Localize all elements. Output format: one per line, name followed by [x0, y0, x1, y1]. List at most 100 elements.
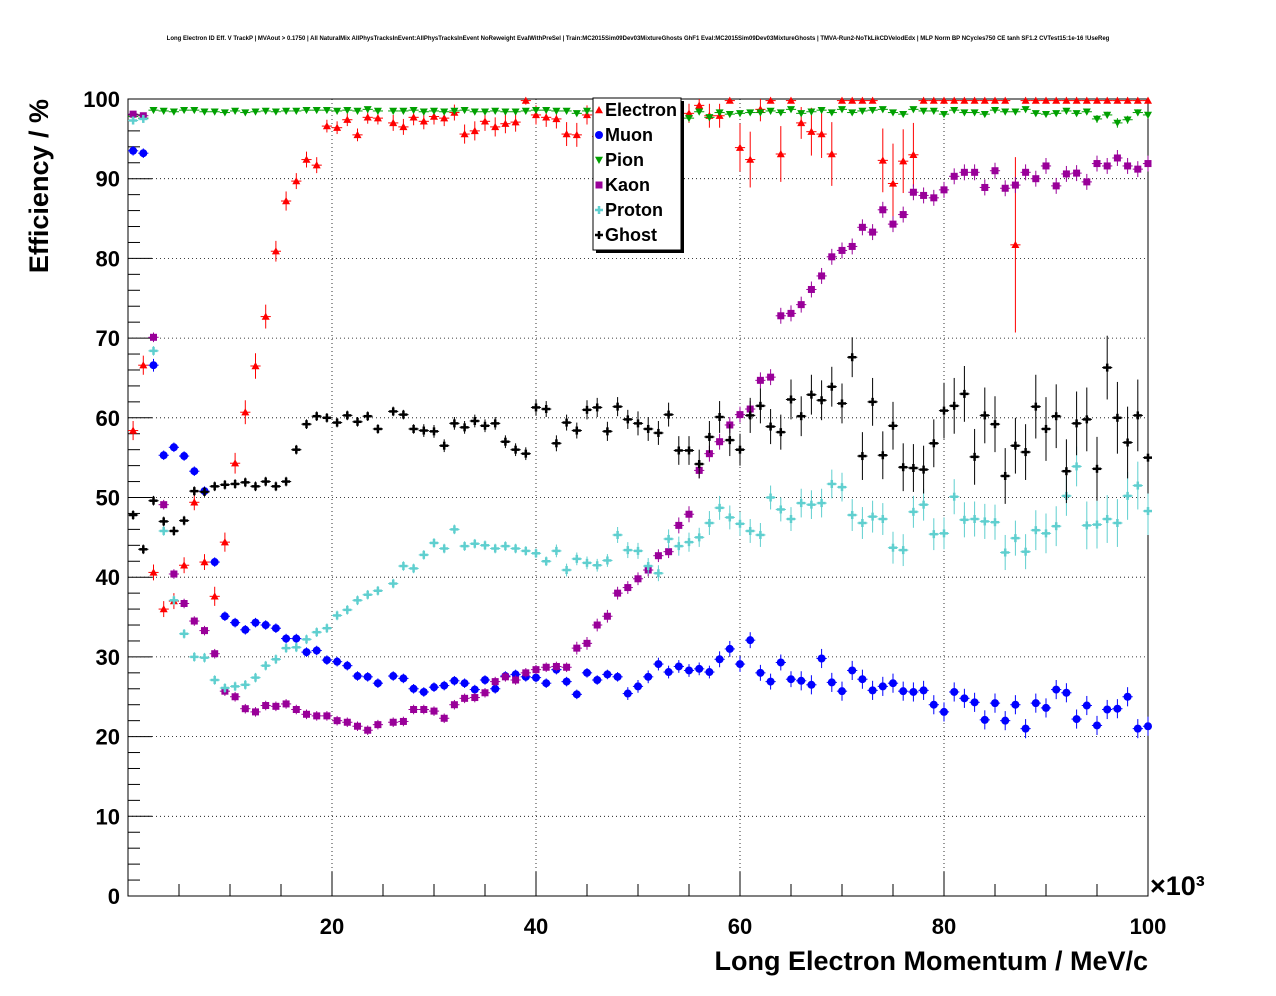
marker-circle — [644, 672, 653, 681]
data-point — [908, 682, 919, 702]
data-point — [1071, 709, 1082, 729]
data-point — [928, 189, 939, 206]
data-point — [388, 114, 399, 131]
data-point — [418, 687, 429, 697]
data-point — [765, 409, 776, 445]
marker-triangle-up — [261, 312, 270, 320]
data-point — [230, 479, 241, 489]
marker-square — [364, 726, 372, 734]
data-point — [291, 107, 302, 115]
marker-circle — [654, 660, 663, 669]
data-point — [775, 307, 786, 324]
marker-triangle-up — [159, 605, 168, 613]
data-point — [301, 647, 312, 657]
marker-circle — [756, 668, 765, 677]
marker-triangle-down — [595, 156, 603, 164]
data-point — [734, 511, 746, 536]
data-point — [561, 122, 572, 147]
data-point — [459, 541, 470, 551]
data-point — [332, 715, 343, 726]
data-point — [857, 219, 868, 236]
data-point — [270, 481, 281, 492]
marker-circle — [251, 618, 260, 627]
series-ghost — [128, 335, 1152, 555]
marker-triangle-up — [562, 130, 571, 138]
data-point — [969, 164, 980, 181]
marker-triangle-down — [562, 107, 571, 115]
marker-circle — [827, 678, 836, 687]
data-point — [500, 435, 511, 449]
data-point — [1132, 719, 1143, 739]
marker-triangle-down — [848, 109, 857, 117]
marker-triangle-up — [501, 119, 510, 127]
data-point — [938, 181, 950, 198]
data-point — [1020, 106, 1031, 114]
marker-square — [1113, 154, 1121, 162]
marker-triangle-up — [695, 101, 704, 109]
data-point — [168, 526, 179, 536]
marker-square — [665, 548, 673, 556]
marker-circle — [1031, 699, 1040, 708]
data-point — [734, 433, 746, 466]
legend: Electron Muon Pion Kaon Proton Ghost — [592, 97, 684, 253]
data-point — [179, 106, 190, 115]
data-point — [969, 501, 980, 537]
data-point — [179, 451, 190, 461]
data-point — [168, 569, 179, 579]
data-point — [479, 540, 491, 551]
data-point — [877, 503, 888, 535]
data-point — [979, 96, 990, 104]
marker-square — [1103, 162, 1111, 170]
data-point — [1051, 506, 1062, 547]
marker-square — [991, 167, 999, 175]
data-point — [857, 96, 868, 104]
marker-square — [1011, 181, 1019, 189]
marker-triangle-down — [363, 106, 372, 114]
marker-square — [262, 702, 270, 710]
data-point — [189, 494, 200, 511]
marker-triangle-down — [1031, 110, 1040, 118]
data-point — [867, 106, 878, 115]
data-point — [418, 108, 429, 116]
data-point — [989, 504, 1001, 540]
data-point — [928, 518, 939, 551]
data-point — [867, 96, 878, 104]
marker-square — [614, 589, 622, 597]
data-point — [530, 664, 542, 675]
data-point — [158, 107, 169, 115]
marker-square — [180, 600, 188, 608]
marker-triangle-down — [858, 107, 867, 115]
y-tick-label: 60 — [96, 406, 120, 431]
data-point — [1040, 96, 1052, 104]
marker-square — [471, 694, 479, 702]
data-point — [755, 388, 766, 424]
marker-circle — [210, 558, 219, 567]
marker-circle — [736, 660, 744, 669]
data-point — [724, 640, 735, 657]
data-point — [342, 660, 353, 671]
data-point — [1142, 96, 1152, 104]
data-point — [1040, 698, 1052, 718]
data-point — [938, 110, 950, 119]
marker-circle — [848, 666, 857, 675]
data-point — [408, 683, 419, 694]
data-point — [250, 481, 261, 492]
marker-triangle-down — [521, 107, 530, 115]
data-point — [857, 432, 868, 480]
marker-triangle-down — [450, 107, 459, 115]
marker-circle — [450, 676, 459, 685]
data-point — [530, 106, 542, 115]
data-point — [459, 678, 470, 688]
marker-circle — [970, 698, 979, 707]
marker-circle — [1103, 705, 1112, 714]
y-tick-label: 30 — [96, 645, 120, 670]
data-point — [989, 96, 1001, 104]
data-point — [352, 107, 363, 115]
data-point — [602, 421, 613, 441]
data-point — [1061, 683, 1072, 703]
marker-circle — [1052, 685, 1061, 694]
marker-circle — [685, 666, 693, 675]
marker-triangle-up — [343, 115, 352, 123]
data-point — [179, 515, 190, 526]
marker-circle — [180, 452, 189, 461]
